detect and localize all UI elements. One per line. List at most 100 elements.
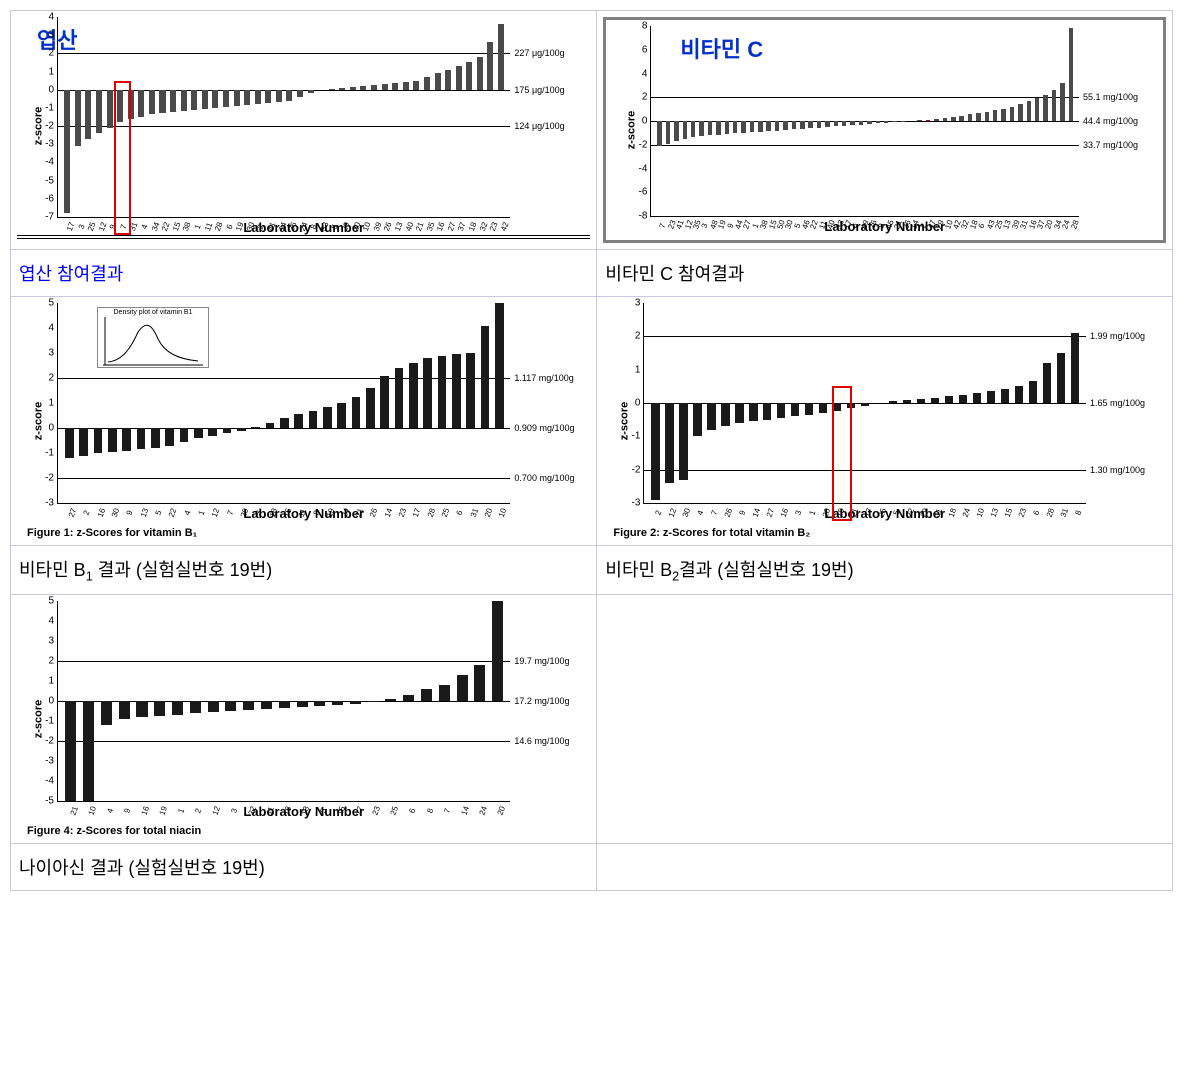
bar xyxy=(108,428,117,452)
bar xyxy=(725,121,729,134)
bar xyxy=(96,90,102,134)
cell-folate-chart: 엽산 z-score -7-6-5-4-3-2-101234227 μg/100… xyxy=(11,11,597,250)
ytick-label: 4 xyxy=(642,68,652,79)
bar xyxy=(693,403,701,436)
bar-column: 28 xyxy=(211,17,220,217)
bar-column: 32 xyxy=(958,26,964,216)
bar xyxy=(255,90,261,105)
ytick-label: 5 xyxy=(48,298,58,309)
bar-column: 10 xyxy=(971,303,983,503)
bar-column: 7 xyxy=(705,303,717,503)
bar xyxy=(279,701,290,708)
bar xyxy=(931,398,939,403)
bar-column: 19 xyxy=(232,17,241,217)
bar-column: 12 xyxy=(205,601,221,801)
bar xyxy=(763,403,771,420)
bar xyxy=(466,353,475,428)
bar xyxy=(208,428,217,436)
bar-column: 2 xyxy=(77,303,89,503)
bar-column: 23 xyxy=(1013,303,1025,503)
bar-column: 25 xyxy=(873,303,885,503)
bar-column: 8 xyxy=(419,601,435,801)
bar-column: 25 xyxy=(992,26,998,216)
bar-column: 10 xyxy=(493,303,505,503)
bar-column: 41 xyxy=(673,26,679,216)
bar-column: 4 xyxy=(849,26,855,216)
bar-column: 35 xyxy=(690,26,696,216)
ytick-label: 0 xyxy=(48,84,58,95)
ytick-label: -1 xyxy=(45,448,58,459)
bar xyxy=(151,428,160,448)
bar xyxy=(180,428,189,442)
bar xyxy=(951,117,955,121)
ytick-label: 3 xyxy=(48,635,58,646)
bar-column: 1 xyxy=(749,26,755,216)
bar-column: 44 xyxy=(732,26,738,216)
bar xyxy=(191,90,197,110)
bar xyxy=(265,90,271,104)
bar-column: 17 xyxy=(859,303,871,503)
ytick-label: 2 xyxy=(48,48,58,59)
bar xyxy=(136,701,147,717)
bar xyxy=(165,428,174,446)
bar xyxy=(708,121,712,135)
bar-column: 45 xyxy=(883,26,889,216)
ytick-label: -2 xyxy=(632,464,645,475)
bar xyxy=(368,701,379,702)
bar-column: 14 xyxy=(454,601,470,801)
bar xyxy=(800,121,804,129)
bar-column: 31 xyxy=(465,303,477,503)
reference-label: 0.700 mg/100g xyxy=(510,473,574,483)
reference-label: 19.7 mg/100g xyxy=(510,656,569,666)
ytick-label: -1 xyxy=(45,715,58,726)
reference-label: 1.65 mg/100g xyxy=(1086,398,1145,408)
bar xyxy=(1057,353,1065,403)
bar xyxy=(973,393,981,403)
bar-column: 38 xyxy=(757,26,763,216)
bar-column: 21 xyxy=(891,26,897,216)
bar-column: 4 xyxy=(99,601,115,801)
bar xyxy=(85,90,91,139)
bar xyxy=(474,665,485,701)
bar-column: 24 xyxy=(957,303,969,503)
bar-column: 11 xyxy=(293,303,305,503)
ytick-label: 1 xyxy=(48,675,58,686)
bar xyxy=(159,90,165,114)
bar xyxy=(122,428,131,451)
niacin-ylabel: z-score xyxy=(32,699,44,738)
b1-figcap: Figure 1: z-Scores for vitamin B₁ xyxy=(27,527,590,539)
bar-column: 22 xyxy=(241,601,257,801)
bar-column: 25 xyxy=(84,17,93,217)
ytick-label: 5 xyxy=(48,595,58,606)
bar-column: 26 xyxy=(380,17,389,217)
reference-label: 175 μg/100g xyxy=(510,85,564,95)
bar xyxy=(487,42,493,89)
bar-column: 9 xyxy=(724,26,730,216)
bar-column: 16 xyxy=(134,601,150,801)
bar-column: 8 xyxy=(875,26,881,216)
bar-column: 40 xyxy=(402,17,411,217)
bar-column: 15 xyxy=(278,303,290,503)
bar xyxy=(380,376,389,429)
bar-column: 6 xyxy=(401,601,417,801)
reference-label: 55.1 mg/100g xyxy=(1079,92,1138,102)
bar xyxy=(65,428,74,458)
bar-column: 6 xyxy=(450,303,462,503)
bar xyxy=(65,701,76,801)
bar xyxy=(683,121,687,139)
bar xyxy=(968,114,972,121)
niacin-plot: -5-4-3-2-101234519.7 mg/100g17.2 mg/100g… xyxy=(57,601,510,802)
ytick-label: 2 xyxy=(48,373,58,384)
bar-column: 19 xyxy=(321,303,333,503)
ytick-label: 2 xyxy=(642,92,652,103)
bar xyxy=(243,701,254,710)
ytick-label: 1 xyxy=(48,66,58,77)
bar-column: 3 xyxy=(223,601,239,801)
bar xyxy=(456,66,462,90)
bar xyxy=(202,90,208,109)
bar xyxy=(79,428,88,456)
bar xyxy=(1015,386,1023,403)
cell-niacin-chart: z-score -5-4-3-2-101234519.7 mg/100g17.2… xyxy=(11,594,597,843)
bar-column: 47 xyxy=(925,26,931,216)
bar xyxy=(834,121,838,126)
